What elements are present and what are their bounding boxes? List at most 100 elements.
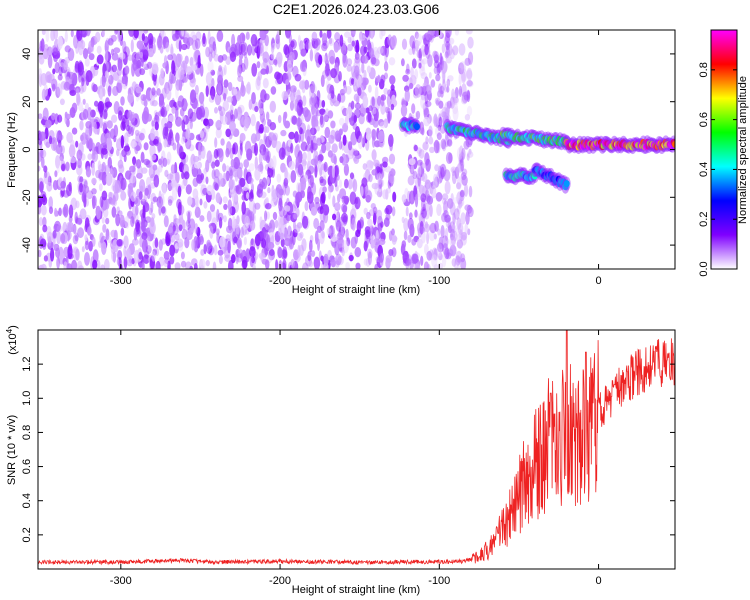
heatmap-cell bbox=[75, 87, 80, 98]
heatmap-cell bbox=[198, 143, 203, 153]
heatmap-cell bbox=[167, 199, 173, 206]
heatmap-cell bbox=[137, 165, 143, 180]
heatmap-cell bbox=[209, 225, 214, 239]
heatmap-cell bbox=[288, 131, 296, 140]
heatmap-cell bbox=[302, 107, 309, 118]
heatmap-cell bbox=[179, 107, 185, 117]
heatmap-cell bbox=[56, 83, 63, 97]
heatmap-cell bbox=[422, 142, 428, 153]
heatmap-cell bbox=[258, 100, 262, 109]
heatmap-cell bbox=[237, 104, 245, 114]
heatmap-cell bbox=[452, 197, 460, 204]
heatmap-cell bbox=[332, 195, 336, 208]
heatmap-cell bbox=[247, 44, 252, 56]
heatmap-cell bbox=[350, 100, 355, 110]
heatmap-cell bbox=[456, 205, 460, 213]
heatmap-cell bbox=[83, 48, 88, 60]
heatmap-cell bbox=[81, 246, 85, 253]
heatmap-cell bbox=[366, 160, 374, 171]
heatmap-cell bbox=[293, 213, 298, 220]
heatmap-cell bbox=[351, 65, 357, 78]
heatmap-cell bbox=[150, 192, 157, 205]
heatmap-cell bbox=[376, 189, 383, 198]
heatmap-cell bbox=[130, 216, 135, 228]
heatmap-cell bbox=[270, 197, 278, 207]
heatmap-cell bbox=[191, 239, 196, 251]
heatmap-cell bbox=[405, 206, 409, 217]
heatmap-cell bbox=[374, 86, 379, 100]
heatmap-cell bbox=[213, 148, 219, 159]
heatmap-cell bbox=[41, 30, 46, 35]
heatmap-cell bbox=[302, 151, 308, 161]
heatmap-cell bbox=[321, 230, 325, 239]
heatmap-cell bbox=[237, 249, 244, 259]
heatmap-cell bbox=[444, 180, 451, 195]
heatmap-cell bbox=[211, 161, 216, 169]
heatmap-cell bbox=[322, 40, 329, 50]
heatmap-cell bbox=[405, 68, 411, 75]
heatmap-cell bbox=[190, 89, 197, 103]
heatmap-cell bbox=[410, 163, 415, 174]
heatmap-cell bbox=[96, 205, 101, 220]
heatmap-cell bbox=[439, 110, 444, 118]
heatmap-cell bbox=[294, 131, 299, 144]
heatmap-cell bbox=[174, 162, 178, 176]
heatmap-cell bbox=[377, 222, 383, 232]
heatmap-cell bbox=[52, 47, 58, 56]
heatmap-cell bbox=[106, 120, 113, 129]
heatmap-cell bbox=[38, 249, 42, 258]
heatmap-cell bbox=[59, 189, 64, 198]
heatmap-cell bbox=[120, 121, 126, 131]
heatmap-cell bbox=[216, 30, 224, 42]
heatmap-cell bbox=[460, 163, 464, 172]
heatmap-cell bbox=[223, 93, 227, 102]
heatmap-cell bbox=[414, 123, 420, 131]
heatmap-cell bbox=[84, 252, 90, 266]
heatmap-cell bbox=[264, 259, 270, 269]
heatmap-cell bbox=[268, 228, 275, 239]
heatmap-cell bbox=[331, 164, 335, 179]
heatmap-cell bbox=[282, 111, 287, 126]
heatmap-cell bbox=[38, 148, 43, 158]
heatmap-cell bbox=[444, 32, 451, 44]
heatmap-cell bbox=[299, 122, 307, 134]
heatmap-cell bbox=[151, 63, 159, 75]
heatmap-cell bbox=[237, 89, 242, 97]
heatmap-cell bbox=[243, 51, 248, 59]
heatmap-cell bbox=[334, 202, 341, 212]
heatmap-cell bbox=[456, 233, 461, 243]
heatmap-cell bbox=[415, 110, 421, 120]
heatmap-cell bbox=[346, 64, 353, 72]
heatmap-cell bbox=[281, 90, 289, 101]
snr-scale-base: (x10 bbox=[7, 333, 19, 354]
heatmap-cell bbox=[189, 56, 194, 67]
heatmap-cell bbox=[194, 162, 201, 169]
heatmap-cell bbox=[55, 144, 63, 155]
heatmap-cell bbox=[63, 81, 71, 91]
heatmap-cell bbox=[447, 75, 454, 82]
heatmap-cell bbox=[74, 86, 81, 94]
heatmap-cell bbox=[260, 89, 267, 103]
heatmap-cell bbox=[230, 158, 235, 168]
heatmap-cell bbox=[301, 262, 309, 269]
heatmap-cell bbox=[326, 30, 332, 39]
heatmap-cell bbox=[230, 114, 236, 124]
heatmap-cell bbox=[420, 193, 427, 203]
colorbar-tick-label: 0.6 bbox=[698, 112, 710, 127]
heatmap-cell bbox=[233, 88, 238, 95]
heatmap-cell bbox=[421, 127, 425, 136]
heatmap-cell bbox=[75, 140, 79, 148]
heatmap-cell bbox=[341, 248, 345, 257]
heatmap-cell bbox=[104, 97, 110, 110]
heatmap-cell bbox=[314, 48, 318, 61]
heatmap-cell bbox=[370, 30, 374, 40]
heatmap-cell bbox=[190, 153, 196, 167]
colorbar-tick-label: 0.0 bbox=[698, 261, 710, 276]
heatmap-cell bbox=[245, 83, 251, 94]
heatmap-cell bbox=[57, 74, 63, 81]
heatmap-cell bbox=[139, 185, 144, 192]
heatmap-cell bbox=[461, 231, 468, 241]
heatmap-cell bbox=[435, 192, 443, 202]
heatmap-cell bbox=[192, 101, 199, 109]
heatmap-cell bbox=[175, 132, 180, 143]
